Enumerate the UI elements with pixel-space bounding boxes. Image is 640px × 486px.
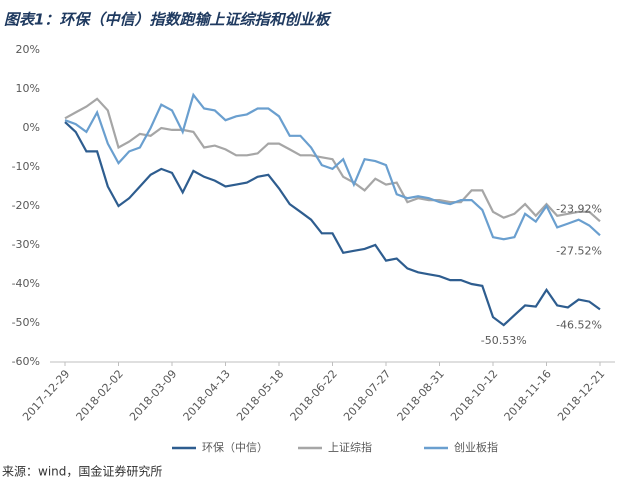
y-tick-label: -30%: [12, 238, 40, 251]
x-tick-label: 2017-12-29: [20, 367, 72, 423]
data-label: -27.52%: [556, 244, 602, 257]
y-tick-label: 20%: [16, 43, 40, 56]
data-label: -46.52%: [556, 318, 602, 331]
data-label: -23.92%: [556, 202, 602, 215]
source: 来源：wind，国金证券研究所: [2, 464, 162, 479]
series-line: [64, 92, 601, 241]
legend-label: 上证综指: [328, 440, 372, 454]
y-tick-label: -40%: [12, 277, 40, 290]
y-tick-label: 10%: [16, 82, 40, 95]
x-tick-label: 2018-12-21: [555, 367, 607, 423]
legend-label: 环保（中信）: [202, 440, 268, 454]
x-tick-label: 2018-04-13: [181, 367, 233, 423]
y-tick-label: -50%: [12, 316, 40, 329]
x-tick-label: 2018-07-27: [341, 367, 393, 423]
x-tick-label: 2018-11-16: [502, 367, 554, 423]
x-tick-label: 2018-05-18: [234, 367, 286, 423]
x-tick-label: 2018-06-22: [288, 367, 340, 423]
x-tick-label: 2018-02-02: [74, 367, 126, 423]
data-label: -50.53%: [481, 334, 527, 347]
y-tick-label: 0%: [23, 121, 40, 134]
x-tick-label: 2018-03-09: [127, 367, 179, 423]
x-tick-label: 2018-10-12: [448, 367, 500, 423]
y-tick-label: -20%: [12, 199, 40, 212]
series-line: [64, 121, 601, 327]
series-line: [64, 97, 601, 223]
x-tick-label: 2018-08-31: [395, 367, 447, 423]
chart-title: 图表1：环保（中信）指数跑输上证综指和创业板: [4, 11, 332, 29]
legend-label: 创业板指: [454, 440, 498, 454]
y-tick-label: -10%: [12, 160, 40, 173]
y-tick-label: -60%: [12, 355, 40, 368]
